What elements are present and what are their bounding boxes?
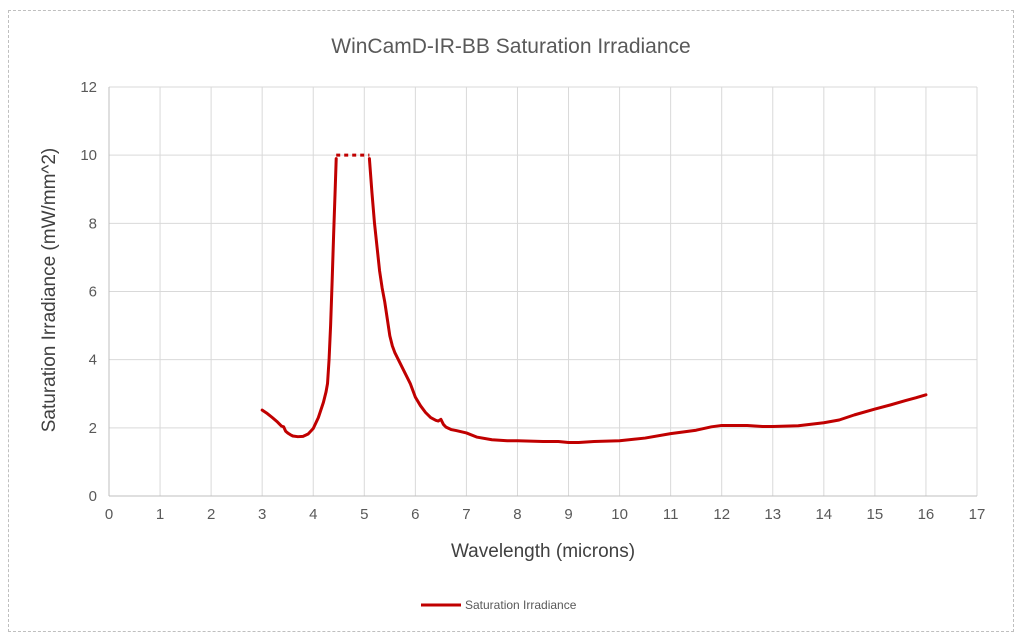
x-tick-label: 10 bbox=[611, 506, 628, 523]
series-layer bbox=[260, 153, 928, 444]
y-tick-label: 2 bbox=[89, 420, 97, 437]
gridlines bbox=[109, 86, 978, 496]
x-tick-label: 11 bbox=[663, 506, 679, 523]
x-tick-label: 6 bbox=[411, 506, 419, 523]
chart-title: WinCamD-IR-BB Saturation Irradiance bbox=[331, 35, 690, 58]
x-tick-label: 7 bbox=[462, 506, 470, 523]
y-tick-label: 8 bbox=[89, 215, 97, 232]
x-tick-label: 0 bbox=[105, 506, 113, 523]
x-tick-label: 13 bbox=[764, 506, 781, 523]
x-tick-label: 5 bbox=[360, 506, 368, 523]
x-tick-label: 14 bbox=[815, 506, 832, 523]
chart-frame: WinCamD-IR-BB Saturation Irradiance 0 2 4 6… bbox=[8, 10, 1014, 632]
x-tick-label: 9 bbox=[564, 506, 572, 523]
axes bbox=[108, 87, 977, 497]
legend-label-saturation-irradiance: Saturation Irradiance bbox=[465, 598, 577, 612]
x-tick-label: 17 bbox=[969, 506, 986, 523]
x-tick-label: 16 bbox=[918, 506, 935, 523]
x-tick-label: 4 bbox=[309, 506, 317, 523]
y-tick-label: 12 bbox=[80, 79, 97, 96]
x-tick-label: 2 bbox=[207, 506, 215, 523]
y-axis-label: Saturation Irradiance (mW/mm^2) bbox=[39, 148, 60, 433]
legend: Saturation Irradiance bbox=[421, 598, 577, 612]
y-tick-label: 0 bbox=[89, 488, 97, 505]
series-line-segment-solid bbox=[260, 157, 338, 439]
x-tick-label: 15 bbox=[867, 506, 884, 523]
x-tick-label: 3 bbox=[258, 506, 266, 523]
y-tick-label: 6 bbox=[89, 284, 97, 301]
series-line-segment-solid bbox=[367, 157, 928, 444]
x-tick-label: 1 bbox=[156, 506, 164, 523]
x-axis-label: Wavelength (microns) bbox=[451, 541, 635, 562]
y-tick-label: 4 bbox=[89, 352, 97, 369]
x-tick-label: 12 bbox=[713, 506, 730, 523]
x-tick-label: 8 bbox=[513, 506, 521, 523]
y-tick-label: 10 bbox=[80, 147, 97, 164]
line-chart: WinCamD-IR-BB Saturation Irradiance 0 2 4 6… bbox=[39, 35, 985, 612]
